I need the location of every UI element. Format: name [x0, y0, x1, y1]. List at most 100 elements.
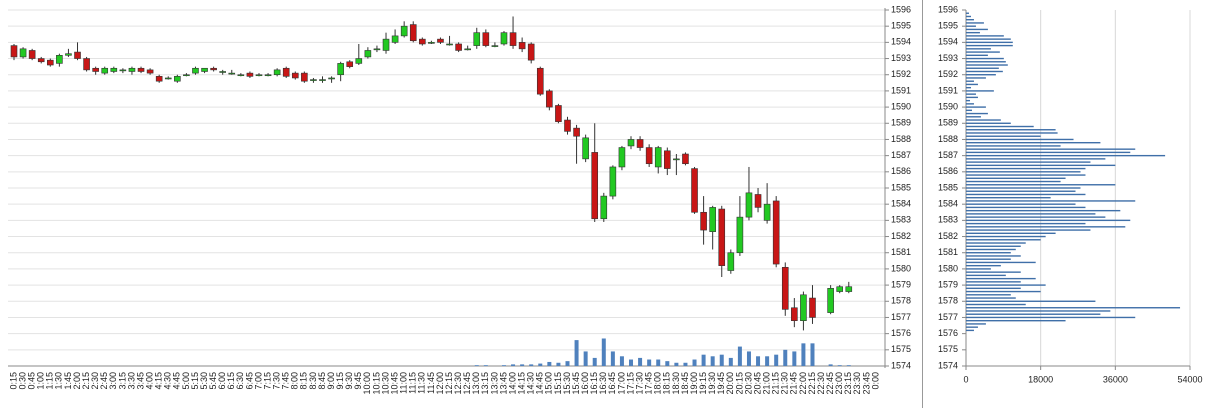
- x-tick-label: 0:45: [27, 372, 37, 390]
- volume-bar: [728, 357, 733, 366]
- x-tick-label: 16:15: [589, 372, 599, 395]
- volume-bar: [483, 365, 488, 366]
- volume-bar: [765, 356, 770, 366]
- x-tick-label: 16:00: [580, 372, 590, 395]
- y-tick-label: 1580: [891, 263, 911, 273]
- profile-bar: [966, 261, 1036, 264]
- x-tick-label: 14:45: [535, 372, 545, 395]
- candle-body: [355, 58, 363, 64]
- profile-bar: [966, 154, 1166, 157]
- volume-bar: [601, 338, 606, 366]
- candle-body: [736, 216, 744, 254]
- x-tick-label: 16:45: [607, 372, 617, 395]
- y-tick-label: 1585: [938, 182, 958, 192]
- candle-body: [509, 32, 517, 46]
- profile-bar: [966, 222, 1086, 225]
- x-tick-label: 9:45: [353, 372, 363, 390]
- profile-bar: [966, 167, 1086, 170]
- profile-bar: [966, 303, 1026, 306]
- profile-bar: [966, 200, 1136, 202]
- profile-bar: [966, 67, 999, 69]
- profile-bar: [966, 61, 1006, 63]
- x-tick-label: 15:30: [562, 372, 572, 395]
- profile-bar: [966, 48, 991, 50]
- candle-body: [228, 72, 236, 75]
- candle-body: [201, 67, 208, 72]
- profile-bar: [966, 132, 1058, 134]
- candle-body: [192, 67, 199, 74]
- candle-body: [482, 32, 490, 46]
- candle-body: [455, 43, 462, 51]
- y-tick-label: 1587: [891, 150, 911, 160]
- candle-body: [636, 139, 644, 148]
- y-tick-label: 1575: [891, 344, 911, 354]
- profile-bar: [966, 151, 1131, 154]
- candle-body: [645, 147, 653, 165]
- candle-body: [282, 67, 290, 77]
- x-tick-label: 12:30: [453, 372, 463, 395]
- profile-bar: [966, 190, 1076, 192]
- candle-body: [564, 119, 571, 132]
- y-tick-label: 1586: [938, 166, 958, 176]
- x-tick-label: 14:15: [517, 372, 527, 395]
- candle-body: [110, 67, 118, 72]
- profile-bar: [966, 235, 1046, 238]
- candle-body: [328, 77, 335, 80]
- profile-bar: [966, 187, 1081, 189]
- candle-body: [10, 45, 18, 58]
- candle-body: [128, 67, 136, 72]
- profile-bar: [966, 203, 1076, 205]
- x-tick-label: 17:00: [616, 372, 626, 395]
- x-tick-label: 5:00: [181, 372, 191, 390]
- profile-bar: [966, 297, 1016, 299]
- profile-bar: [966, 171, 1081, 173]
- profile-bar: [966, 112, 988, 115]
- candle-body: [673, 158, 680, 161]
- candle-body: [65, 53, 72, 56]
- profile-bar: [966, 268, 991, 270]
- candle-body: [464, 48, 471, 51]
- candle-body: [183, 74, 190, 77]
- x-tick-label: 3:00: [108, 372, 118, 390]
- y-tick-label: 1589: [891, 118, 911, 128]
- y-tick-label: 1594: [938, 37, 958, 47]
- y-tick-label: 1591: [938, 85, 958, 95]
- x-tick-label: 20:15: [734, 372, 744, 395]
- x-tick-label: 4:15: [154, 372, 164, 390]
- profile-bar: [966, 284, 1046, 286]
- profile-bar: [966, 64, 1008, 66]
- profile-bar: [966, 109, 972, 112]
- x-tick-label: 36000: [1103, 374, 1128, 384]
- volume-bar: [810, 343, 815, 366]
- volume-bar: [756, 356, 761, 366]
- candle-body: [264, 74, 272, 77]
- profile-bar: [966, 158, 1106, 160]
- profile-bar: [966, 141, 1101, 144]
- y-tick-label: 1577: [891, 312, 911, 322]
- x-tick-label: 13:30: [489, 372, 499, 395]
- x-tick-label: 7:45: [281, 372, 291, 390]
- x-tick-label: 23:45: [861, 372, 871, 395]
- y-tick-label: 1586: [891, 166, 911, 176]
- profile-bar: [966, 44, 1013, 47]
- profile-bar: [966, 248, 1016, 251]
- candle-body: [763, 203, 771, 221]
- y-tick-label: 1594: [891, 37, 911, 47]
- x-tick-label: 6:00: [217, 372, 227, 390]
- x-tick-label: 3:15: [117, 372, 127, 390]
- profile-bar: [966, 274, 1006, 277]
- volume-bar: [719, 354, 724, 366]
- x-tick-label: 21:15: [771, 372, 781, 395]
- candle-body: [400, 25, 408, 37]
- profile-bar: [966, 74, 996, 76]
- x-tick-label: 20:30: [743, 372, 753, 395]
- profile-bar: [966, 277, 1036, 280]
- candle-body: [56, 55, 63, 64]
- candle-body: [391, 35, 399, 43]
- x-tick-label: 2:30: [90, 372, 100, 390]
- x-tick-label: 7:30: [272, 372, 282, 390]
- profile-bar: [966, 245, 1021, 247]
- volume-bar: [792, 351, 797, 366]
- volume-bar: [556, 362, 561, 366]
- profile-bar: [966, 287, 1021, 290]
